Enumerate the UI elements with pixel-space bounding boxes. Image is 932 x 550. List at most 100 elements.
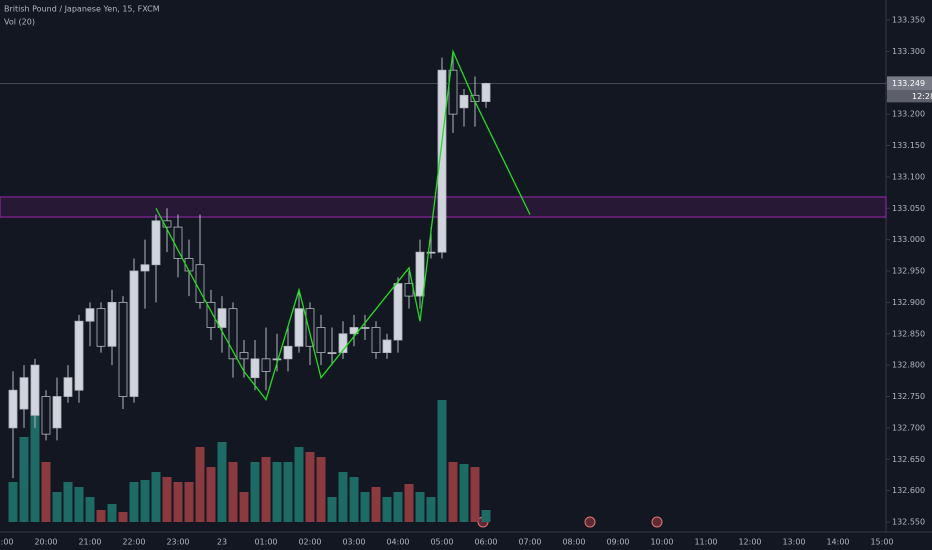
- x-tick-label: 11:00: [694, 538, 717, 547]
- indicator-label: Vol (20): [4, 18, 35, 27]
- y-tick-label: 133.000: [892, 235, 925, 244]
- x-tick-label: 01:00: [254, 538, 277, 547]
- candle-body: [140, 264, 150, 272]
- volume-bar: [459, 464, 469, 522]
- y-tick-label: 133.150: [892, 141, 925, 150]
- volume-bar: [470, 467, 480, 522]
- candle-body: [426, 251, 436, 254]
- candle-body: [63, 377, 73, 397]
- candle-body: [360, 327, 370, 329]
- volume-bar: [162, 477, 172, 522]
- volume-bar: [283, 462, 293, 522]
- x-tick-label: 22:00: [122, 538, 145, 547]
- x-tick-label: 23:00: [166, 538, 189, 547]
- candle-body: [437, 69, 447, 253]
- x-tick-label: 12:00: [738, 538, 761, 547]
- volume-bar: [63, 482, 73, 522]
- event-icon[interactable]: [651, 516, 663, 528]
- event-icon[interactable]: [584, 516, 596, 528]
- y-tick-label: 132.950: [892, 267, 925, 276]
- x-tick-label: 05:00: [430, 538, 453, 547]
- candle-body: [30, 364, 40, 416]
- volume-bar: [206, 467, 216, 522]
- volume-bar: [371, 487, 381, 522]
- y-tick-label: 133.300: [892, 47, 925, 56]
- volume-bar: [415, 492, 425, 522]
- volume-bar: [349, 477, 359, 522]
- candle-body: [481, 82, 491, 102]
- candle-body: [305, 308, 315, 347]
- volume-bar: [393, 492, 403, 522]
- volume-bar: [8, 482, 18, 522]
- y-tick-label: 132.650: [892, 455, 925, 464]
- candle-body: [85, 308, 95, 322]
- y-tick-label: 132.700: [892, 423, 925, 432]
- y-tick-label: 132.750: [892, 392, 925, 401]
- candle-body: [272, 358, 282, 361]
- candle-body: [283, 345, 293, 360]
- x-tick-label: 15:00: [870, 538, 893, 547]
- candle-body: [338, 333, 348, 353]
- volume-bar: [173, 482, 183, 522]
- candle-body: [52, 396, 62, 429]
- candle-body: [393, 283, 403, 341]
- y-tick-label: 132.850: [892, 329, 925, 338]
- volume-bar: [228, 462, 238, 522]
- x-tick-label: 07:00: [518, 538, 541, 547]
- candle-body: [261, 358, 271, 372]
- candle-body: [459, 94, 469, 109]
- candle-body: [382, 339, 392, 353]
- volume-bar: [85, 497, 95, 522]
- y-tick-label: 132.550: [892, 518, 925, 527]
- candle-body: [206, 301, 216, 328]
- x-tick-label: 06:00: [474, 538, 497, 547]
- volume-bar: [151, 472, 161, 522]
- candle-body: [371, 327, 381, 353]
- candle-body: [129, 270, 139, 397]
- x-tick-label: 03:00: [342, 538, 365, 547]
- candle-body: [239, 352, 249, 360]
- last-price-box: [887, 76, 932, 91]
- volume-bar: [129, 482, 139, 522]
- x-tick-label: 08:00: [562, 538, 585, 547]
- y-tick-label: 133.350: [892, 16, 925, 25]
- candle-body: [96, 308, 106, 347]
- volume-bar: [261, 457, 271, 522]
- volume-bar: [74, 487, 84, 522]
- volume-bar: [30, 412, 40, 522]
- candle-body: [107, 301, 117, 347]
- candle-body: [228, 308, 238, 360]
- candle-body: [74, 320, 84, 391]
- x-tick-label: 20:00: [34, 538, 57, 547]
- volume-bar: [184, 482, 194, 522]
- x-tick-label: 04:00: [386, 538, 409, 547]
- y-tick-label: 132.600: [892, 486, 925, 495]
- x-tick-label: 13:00: [782, 538, 805, 547]
- volume-bar: [382, 497, 392, 522]
- volume-bar: [272, 462, 282, 522]
- volume-bar: [52, 492, 62, 522]
- x-tick-label: 09:00: [606, 538, 629, 547]
- y-tick-label: 132.900: [892, 298, 925, 307]
- volume-bar: [481, 510, 491, 522]
- volume-bar: [404, 484, 414, 522]
- volume-bar: [338, 472, 348, 522]
- volume-bar: [217, 442, 227, 522]
- volume-bar: [118, 512, 128, 522]
- volume-bar: [294, 447, 304, 522]
- x-tick-label: 02:00: [298, 538, 321, 547]
- candle-body: [327, 352, 337, 354]
- candle-body: [8, 389, 18, 429]
- y-tick-label: 133.200: [892, 110, 925, 119]
- x-tick-label: 21:00: [78, 538, 101, 547]
- y-tick-label: 133.050: [892, 204, 925, 213]
- volume-bar: [250, 462, 260, 522]
- x-tick-label: 14:00: [826, 538, 849, 547]
- candle-body: [404, 283, 414, 297]
- volume-bar: [140, 480, 150, 522]
- y-tick-label: 132.800: [892, 361, 925, 370]
- volume-bar: [448, 462, 458, 522]
- candle-body: [316, 327, 326, 353]
